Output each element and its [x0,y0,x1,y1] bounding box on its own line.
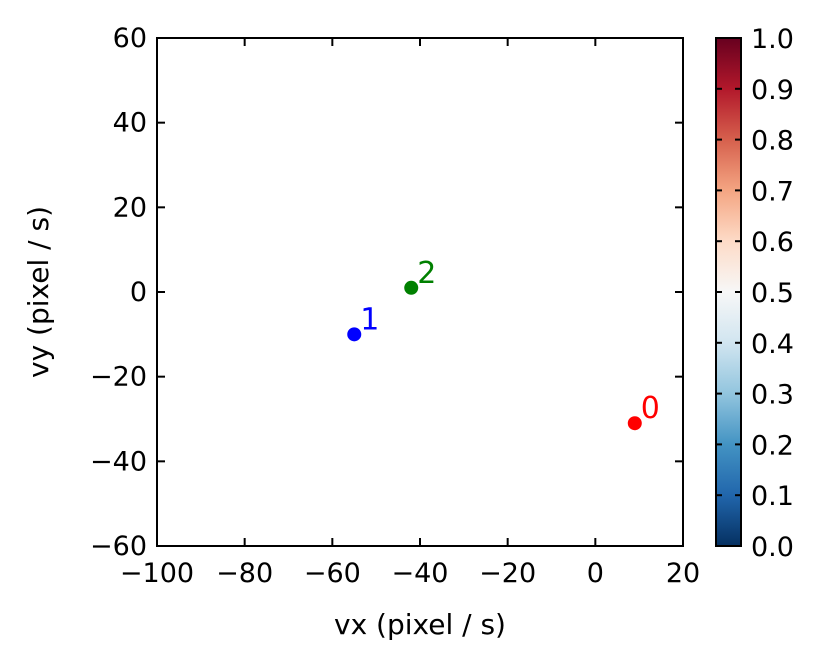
y-tick-label: 60 [113,23,147,54]
y-tick-label: −60 [90,531,147,562]
x-tick-label: 20 [666,558,700,589]
x-axis-label: vx (pixel / s) [334,608,506,641]
colorbar-tick-label: 0.9 [751,75,794,106]
marked-point [347,327,362,342]
y-tick-label: −40 [90,446,147,477]
colorbar-tick-label: 0.7 [751,176,794,207]
colorbar-tick-label: 0.5 [751,278,794,309]
colorbar-tick-label: 0.0 [751,532,794,563]
colorbar-tick-label: 0.8 [751,126,794,157]
colorbar-ticks: 0.0 0.1 0.2 0.3 0.4 0.5 0.6 0.7 0.8 0.9 1.0 [716,24,794,563]
x-tick-label: −80 [216,558,273,589]
marked-point [404,280,419,295]
x-tick-label: −60 [304,558,361,589]
colorbar-tick-label: 0.6 [751,227,794,258]
y-axis-label: vy (pixel / s) [22,206,55,378]
x-axis-ticks: −100 −80 −60 −40 −20 0 20 [120,38,700,589]
y-tick-label: −20 [90,362,147,393]
colorbar-tick-label: 0.1 [751,481,794,512]
x-tick-label: −40 [392,558,449,589]
colorbar-tick-label: 0.4 [751,329,794,360]
plot-frame [156,37,684,547]
y-tick-label: 0 [130,277,147,308]
point-label: 1 [360,302,379,337]
y-tick-label: 20 [113,192,147,223]
colorbar-tick-label: 1.0 [751,24,794,55]
x-tick-label: −20 [479,558,536,589]
y-tick-label: 40 [113,108,147,139]
point-label: 2 [417,256,436,291]
point-label: 0 [641,391,660,426]
x-tick-label: 0 [587,558,604,589]
x-tick-label: −100 [120,558,194,589]
colorbar-tick-label: 0.2 [751,430,794,461]
marked-point [627,416,642,431]
colorbar-tick-label: 0.3 [751,380,794,411]
marked-points: 0 1 2 [347,256,660,431]
